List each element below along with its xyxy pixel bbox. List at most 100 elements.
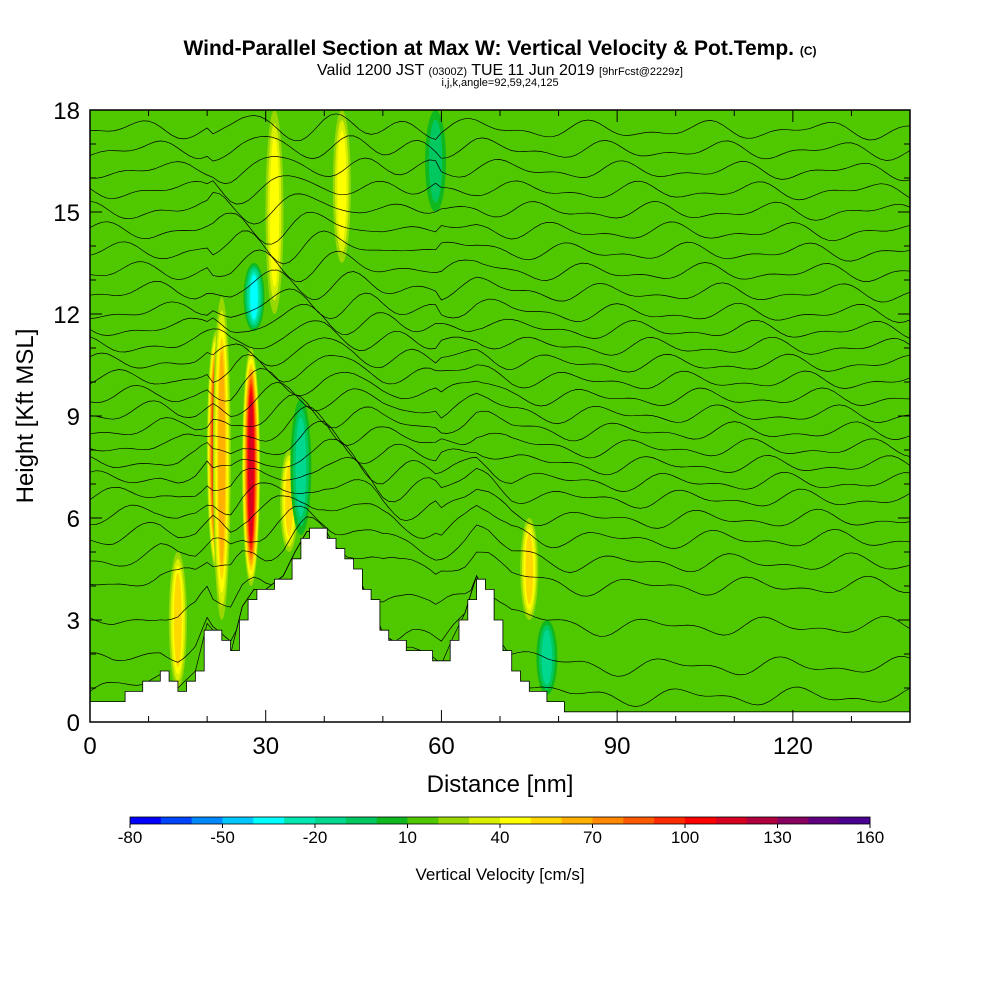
grid-indices: i,j,k,angle=92,59,24,125 [441,77,559,89]
y-tick-label: 6 [67,506,80,533]
y-tick-label: 3 [67,608,80,635]
x-tick-label: 30 [252,733,279,760]
colorbar-label: 70 [583,828,602,847]
colorbar-label: 40 [491,828,510,847]
colorbar-swatch [654,817,686,824]
colorbar-label: -50 [210,828,235,847]
isentrope-line [90,479,910,529]
isentrope-line [90,303,910,339]
colorbar-swatch [685,817,717,824]
colorbar-swatch [191,817,223,824]
colorbar-label: -20 [303,828,328,847]
forecast-run: [9hrFcst@2229z] [599,66,683,78]
isentrope-line [90,156,910,184]
colorbar-label: 160 [856,828,884,847]
isentrope-line [90,456,910,509]
chart-subtitle: Valid 1200 JST (0300Z) TUE 11 Jun 2019 [… [0,62,1000,80]
colorbar-swatch [623,817,655,824]
x-tick-label: 120 [773,733,813,760]
isentrope-line [90,505,910,573]
downdraft-core [295,417,307,517]
isentrope-line [90,531,910,637]
isentrope-line [90,230,910,265]
title-copyright-mark: (C) [799,44,817,58]
colorbar [129,816,871,828]
isentrope-line [90,394,910,442]
updraft-core [173,572,182,668]
y-tick-label: 9 [67,404,80,431]
colorbar-label: 130 [763,828,791,847]
updraft-core [248,394,254,540]
isentrope-line [90,368,910,407]
colorbar-swatch [808,817,840,824]
colorbar-swatch [376,817,408,824]
updraft-core [525,533,534,605]
colorbar-swatch [222,817,254,824]
isentrope-line [90,113,910,142]
x-tick-label: 60 [428,733,455,760]
isentrope-line [90,288,910,323]
valid-date: TUE 11 Jun 2019 [471,62,595,79]
colorbar-label: -80 [118,828,143,847]
colorbar-labels: -80 -50 -20 10 40 70 100 130 160 [118,828,884,847]
colorbar-swatch [715,817,748,824]
isentrope-line [90,438,910,492]
terrain [90,527,910,722]
isentrope-line [90,135,910,162]
colorbar-swatch [746,817,778,824]
colorbar-swatch [438,817,470,824]
colorbar-swatch [130,817,162,824]
colorbar-swatch [592,817,624,824]
isentrope-line [90,192,910,225]
colorbar-swatch [777,817,809,824]
y-tick-label: 18 [53,98,80,125]
y-tick-label: 12 [53,302,80,329]
title-text: Wind-Parallel Section at Max W: Vertical… [183,37,794,60]
isentrope-line [90,381,910,424]
chart-title: Wind-Parallel Section at Max W: Vertical… [0,37,1000,61]
colorbar-swatch [469,817,501,824]
y-tick-labels: 0 3 6 9 12 15 18 [53,98,80,737]
isentrope-line [90,175,910,205]
colorbar-label: 100 [671,828,699,847]
colorbar-label: 10 [398,828,417,847]
y-tick-label: 0 [67,710,80,737]
colorbar-swatch [315,817,347,824]
y-tick-label: 15 [53,200,80,227]
updraft-core [218,350,226,567]
updraft-core [337,130,347,243]
colorbar-swatch [284,817,316,824]
isentrope-line [90,320,910,356]
updraft-core [269,137,280,287]
isentrope-line [90,269,910,303]
colorbar-swatch [530,817,563,824]
axis-ticks [89,109,911,723]
isentrope-line [90,516,910,597]
x-tick-label: 90 [604,733,631,760]
x-tick-labels: 0 30 60 90 120 [83,733,813,760]
terrain-profile [90,527,910,722]
valid-time-utc: (0300Z) [428,66,468,78]
isentrope-line [90,249,910,282]
colorbar-swatch [561,817,593,824]
colorbar-swatch [839,817,871,824]
downdraft-core [250,274,258,320]
isentrope-line [90,211,910,245]
colorbar-swatch [253,817,285,824]
colorbar-title: Vertical Velocity [cm/s] [415,865,584,884]
isentrope-line [90,337,910,373]
isentrope-line [90,354,910,390]
isentrope-line [90,405,910,459]
x-axis-label: Distance [nm] [427,771,574,798]
colorbar-swatch [160,817,193,824]
colorbar-swatch [500,817,532,824]
valid-time-jst: Valid 1200 JST [317,62,425,79]
isentrope-line [90,495,910,549]
isentrope-line [90,420,910,476]
colorbar-swatch [345,817,378,824]
colorbar-swatch [407,817,439,824]
y-axis-label: Height [Kft MSL] [12,329,39,504]
x-tick-label: 0 [83,733,96,760]
downdraft-core [541,629,553,685]
